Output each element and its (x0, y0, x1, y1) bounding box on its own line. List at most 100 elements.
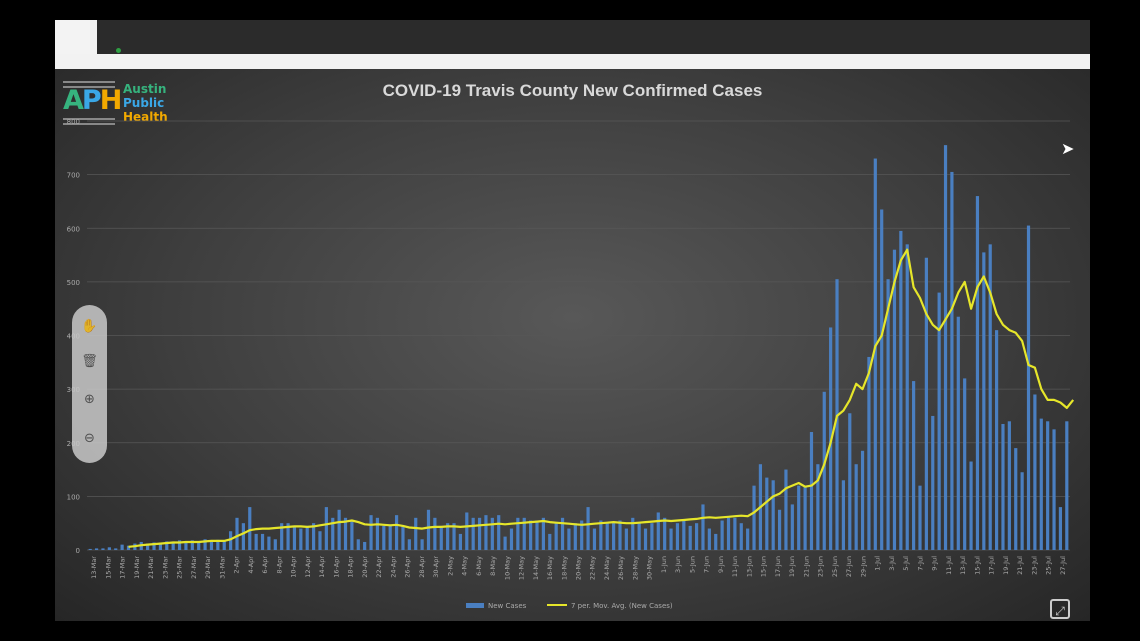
x-tick-label: 23-Mar (161, 556, 169, 579)
bar (1046, 421, 1050, 550)
bar (1014, 448, 1018, 550)
bar (458, 533, 463, 550)
bar (707, 528, 711, 550)
bar (350, 520, 354, 550)
bar (675, 523, 680, 550)
bar (809, 432, 814, 550)
bar (937, 292, 941, 550)
bar (446, 523, 450, 550)
bar (714, 533, 718, 550)
x-tick-label: 19-Mar (133, 556, 141, 579)
bar (886, 279, 890, 550)
bar (765, 477, 769, 550)
x-tick-label: 2-Apr (233, 556, 241, 574)
bar (509, 528, 514, 550)
bar (816, 464, 820, 550)
bar (860, 450, 865, 550)
legend-label-line: 7 per. Mov. Avg. (New Cases) (571, 602, 673, 610)
x-tick-label: 4-May (461, 556, 469, 576)
x-tick-label: 7-Jul (916, 556, 924, 571)
legend-label-bar: New Cases (488, 602, 527, 610)
bar (1065, 421, 1069, 550)
bar (114, 548, 118, 550)
bar (375, 517, 380, 550)
bar (497, 515, 501, 550)
x-tick-label: 23-Jul (1030, 556, 1038, 575)
bar (260, 533, 265, 550)
bar (797, 485, 801, 550)
bar (963, 378, 967, 550)
x-tick-label: 26-Apr (404, 556, 412, 578)
x-tick-label: 22-May (589, 556, 597, 580)
x-tick-label: 24-Apr (389, 556, 397, 578)
x-tick-label: 16-Apr (332, 556, 340, 578)
bar (209, 540, 214, 550)
bar (471, 517, 475, 550)
bar (612, 523, 616, 550)
bar (573, 523, 577, 550)
mouse-cursor-icon: ➤ (1061, 139, 1075, 158)
x-tick-label: 21-Mar (147, 556, 155, 579)
bar (324, 507, 328, 550)
logo-word-health: Health (123, 110, 168, 124)
x-tick-label: 27-Jun (845, 556, 853, 577)
bar (912, 381, 916, 550)
bar (529, 520, 533, 550)
pan-icon[interactable]: ✋ (81, 319, 98, 334)
bar (158, 542, 163, 550)
expand-icon[interactable]: ⤢ (1050, 599, 1070, 619)
bar (618, 520, 622, 550)
x-tick-label: 28-May (631, 556, 639, 580)
x-tick-label: 6-May (475, 556, 483, 576)
bar (503, 536, 507, 550)
bar (682, 520, 686, 550)
bar (988, 244, 992, 550)
bar (1052, 429, 1056, 550)
bar (203, 539, 207, 550)
bar (165, 541, 169, 550)
zoom-out-icon[interactable]: ⊖ (84, 431, 95, 446)
bar (267, 536, 271, 550)
x-tick-label: 25-Jun (831, 556, 839, 577)
x-tick-label: 8-Apr (275, 556, 283, 574)
bar (184, 541, 188, 550)
bar (733, 517, 737, 550)
x-tick-label: 9-Jul (931, 556, 939, 571)
bar (905, 244, 909, 550)
x-tick-label: 19-Jul (1002, 556, 1010, 575)
x-tick-label: 15-Jun (760, 556, 768, 577)
bar (726, 517, 731, 550)
bar (535, 520, 539, 550)
trash-icon[interactable]: 🗑 (81, 354, 98, 369)
bar (146, 543, 150, 550)
bar (171, 541, 175, 550)
zoom-in-icon[interactable]: ⊕ (84, 392, 95, 407)
bar (669, 528, 673, 550)
x-tick-label: 26-May (617, 556, 625, 580)
bar (337, 509, 341, 550)
x-tick-label: 20-May (575, 556, 583, 580)
bar (643, 528, 648, 550)
x-tick-label: 14-May (532, 556, 540, 580)
x-tick-label: 1-Jul (874, 556, 882, 571)
bar (918, 485, 922, 550)
bar (599, 520, 603, 550)
bar (235, 517, 239, 550)
bar (1058, 507, 1063, 550)
logo-mark: APH (63, 85, 122, 116)
bar (222, 540, 226, 550)
legend-swatch-bar (466, 603, 484, 608)
x-tick-label: 21-Jun (802, 556, 810, 577)
bar (873, 158, 877, 550)
bar (854, 464, 858, 550)
bar (273, 539, 277, 550)
bar (452, 523, 456, 550)
bottom-bar (0, 621, 1140, 641)
x-tick-label: 3-Jun (674, 556, 682, 573)
x-tick-label: 25-Mar (176, 556, 184, 579)
x-tick-label: 12-Apr (304, 556, 312, 578)
bar (120, 544, 124, 550)
bar (701, 504, 705, 550)
x-tick-label: 15-Jul (973, 556, 981, 575)
x-tick-label: 1-Jun (660, 556, 668, 573)
